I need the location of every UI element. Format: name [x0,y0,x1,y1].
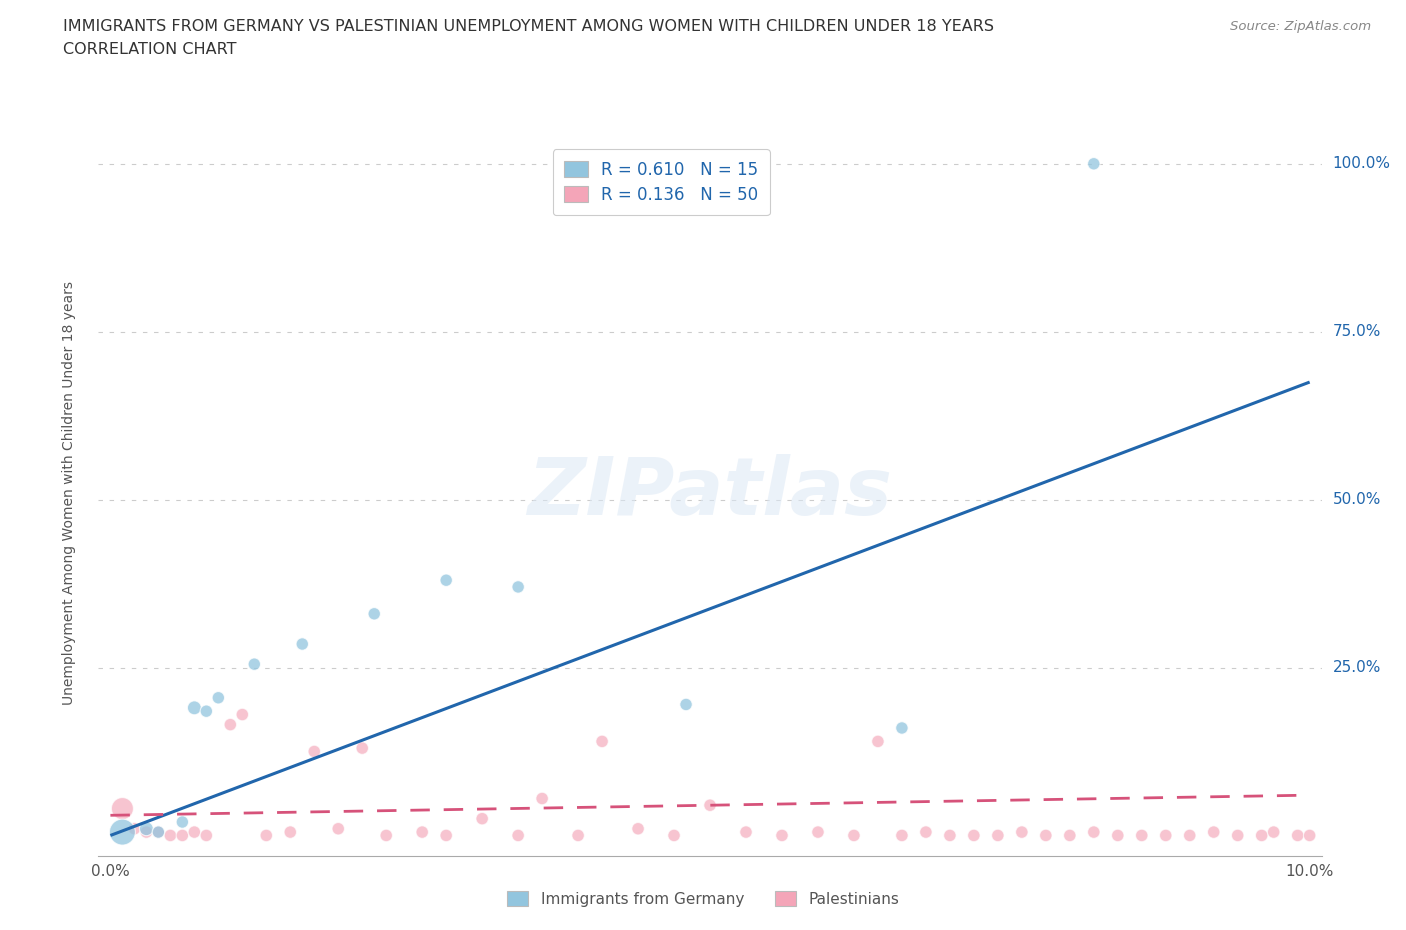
Point [231,707,253,722]
Point [471,811,494,826]
Point [111,801,134,816]
Point [135,825,157,840]
Text: 50.0%: 50.0% [1333,492,1381,507]
Point [207,690,229,705]
Point [1202,825,1225,840]
Point [411,825,433,840]
Point [172,815,194,830]
Point [939,828,962,843]
Point [1011,825,1033,840]
Point [1226,828,1249,843]
Point [662,828,685,843]
Point [807,825,830,840]
Point [363,606,385,621]
Point [183,825,205,840]
Point [172,828,194,843]
Point [1154,828,1177,843]
Point [148,825,170,840]
Point [1083,156,1105,171]
Point [183,700,205,715]
Point [1107,828,1129,843]
Text: ZIPatlas: ZIPatlas [527,454,893,532]
Point [627,821,650,836]
Point [1083,825,1105,840]
Point [291,637,314,652]
Text: 100.0%: 100.0% [1333,156,1391,171]
Point [434,573,457,588]
Point [278,825,301,840]
Point [1298,828,1320,843]
Text: 25.0%: 25.0% [1333,660,1381,675]
Point [148,825,170,840]
Legend: Immigrants from Germany, Palestinians: Immigrants from Germany, Palestinians [496,881,910,918]
Point [915,825,938,840]
Point [1178,828,1201,843]
Point [243,657,266,671]
Point [770,828,793,843]
Point [304,744,326,759]
Point [508,579,530,594]
Point [219,717,242,732]
Point [531,791,554,806]
Point [890,828,912,843]
Point [1035,828,1057,843]
Point [508,828,530,843]
Point [567,828,589,843]
Point [135,821,157,836]
Point [434,828,457,843]
Text: CORRELATION CHART: CORRELATION CHART [63,42,236,57]
Point [195,704,218,719]
Point [254,828,277,843]
Text: Source: ZipAtlas.com: Source: ZipAtlas.com [1230,20,1371,33]
Point [111,825,134,840]
Text: IMMIGRANTS FROM GERMANY VS PALESTINIAN UNEMPLOYMENT AMONG WOMEN WITH CHILDREN UN: IMMIGRANTS FROM GERMANY VS PALESTINIAN U… [63,19,994,33]
Point [195,828,218,843]
Text: 75.0%: 75.0% [1333,325,1381,339]
Point [1059,828,1081,843]
Point [675,698,697,712]
Point [699,798,721,813]
Point [987,828,1010,843]
Point [735,825,758,840]
Point [842,828,865,843]
Point [866,734,889,749]
Point [1130,828,1153,843]
Point [1286,828,1309,843]
Point [890,721,912,736]
Y-axis label: Unemployment Among Women with Children Under 18 years: Unemployment Among Women with Children U… [62,281,76,705]
Point [1263,825,1285,840]
Legend: R = 0.610   N = 15, R = 0.136   N = 50: R = 0.610 N = 15, R = 0.136 N = 50 [553,150,769,216]
Point [375,828,398,843]
Point [591,734,613,749]
Point [124,821,146,836]
Point [963,828,986,843]
Point [328,821,350,836]
Point [352,740,374,755]
Point [1250,828,1272,843]
Point [159,828,181,843]
